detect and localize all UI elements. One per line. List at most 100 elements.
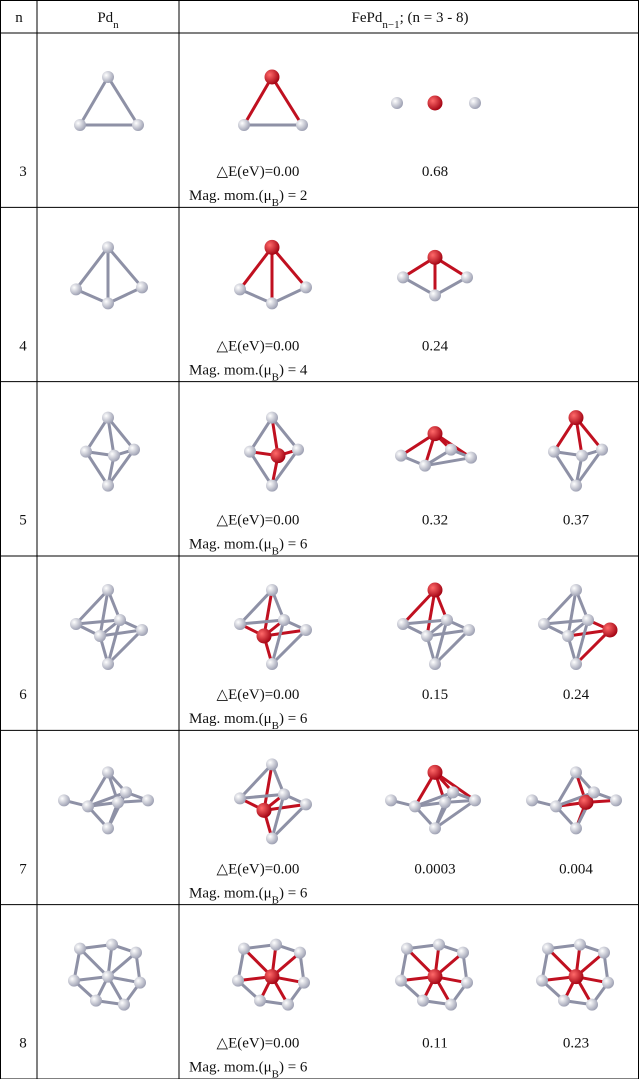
- row-n: 6: [19, 687, 27, 703]
- atom: [114, 614, 126, 626]
- atom: [439, 796, 451, 808]
- molecule: [74, 71, 144, 131]
- atom: [428, 250, 443, 265]
- atom: [271, 448, 286, 463]
- magnetic-moment: Mag. mom.(μB) = 6: [189, 711, 308, 732]
- atom: [136, 624, 148, 636]
- atom: [463, 624, 475, 636]
- bond: [80, 77, 108, 125]
- atom: [526, 794, 538, 806]
- atom: [238, 119, 250, 131]
- atom: [232, 975, 244, 987]
- molecule: [80, 412, 140, 492]
- energy: 0.32: [422, 513, 448, 529]
- molecule: [238, 70, 308, 132]
- atom: [603, 623, 618, 638]
- row-n: 3: [19, 164, 27, 180]
- atom: [395, 975, 407, 987]
- atom: [266, 412, 278, 424]
- molecule: [397, 583, 475, 671]
- energy: 0.15: [422, 687, 448, 703]
- atom: [102, 822, 114, 834]
- atom: [298, 977, 310, 989]
- atom: [562, 630, 574, 642]
- bond: [108, 247, 142, 287]
- atom: [550, 800, 562, 812]
- magnetic-moment: Mag. mom.(μB) = 2: [189, 188, 307, 209]
- text-part: Mag. mom.(μ: [189, 188, 272, 204]
- atom: [74, 119, 86, 131]
- atom: [433, 939, 445, 951]
- molecule: [538, 584, 618, 670]
- text-part: ) = 6: [279, 1060, 308, 1076]
- atom: [266, 832, 278, 844]
- atom: [429, 822, 441, 834]
- text-part: Mag. mom.(μ: [189, 711, 272, 727]
- energy: △E(eV)=0.00: [217, 861, 300, 877]
- atom: [270, 939, 282, 951]
- atom: [142, 794, 154, 806]
- atom: [130, 947, 142, 959]
- magnetic-moment: Mag. mom.(μB) = 6: [189, 537, 308, 558]
- atom: [397, 618, 409, 630]
- atom: [598, 947, 610, 959]
- atom: [292, 444, 304, 456]
- subscript: B: [272, 197, 279, 209]
- atom: [457, 947, 469, 959]
- atom: [300, 624, 312, 636]
- bond: [86, 418, 108, 452]
- text-part: Pd: [97, 10, 113, 26]
- atom: [266, 297, 278, 309]
- atom: [428, 583, 443, 598]
- bond: [250, 418, 272, 452]
- atom: [278, 788, 290, 800]
- atom: [266, 658, 278, 670]
- atom: [441, 614, 453, 626]
- molecule: [536, 939, 614, 1011]
- atom: [106, 939, 118, 951]
- row-n: 5: [19, 513, 27, 529]
- atom: [257, 803, 272, 818]
- atom: [266, 758, 278, 770]
- magnetic-moment: Mag. mom.(μB) = 6: [189, 1060, 308, 1079]
- energy: △E(eV)=0.00: [217, 1036, 300, 1052]
- atom: [70, 283, 82, 295]
- bond: [244, 77, 272, 125]
- atom: [536, 975, 548, 987]
- atom: [108, 450, 120, 462]
- row-n: 4: [19, 338, 27, 354]
- text-part: ) = 2: [279, 188, 307, 204]
- atom: [102, 766, 114, 778]
- subscript: B: [272, 1069, 279, 1079]
- atom: [397, 271, 409, 283]
- atom: [576, 450, 588, 462]
- atom: [447, 786, 459, 798]
- atom: [80, 446, 92, 458]
- bond: [272, 77, 302, 125]
- molecule: [234, 240, 312, 310]
- atom: [417, 995, 429, 1007]
- atom: [419, 460, 431, 472]
- atom: [429, 289, 441, 301]
- text-part: Mag. mom.(μ: [189, 362, 272, 378]
- molecule: [58, 766, 154, 834]
- text-part: ) = 6: [279, 885, 308, 901]
- subscript: B: [272, 894, 279, 906]
- text-part: ; (n = 3 - 8): [400, 10, 469, 26]
- atom: [128, 444, 140, 456]
- atom: [582, 614, 594, 626]
- atom: [570, 822, 582, 834]
- header-n: n: [15, 10, 23, 26]
- atom: [265, 240, 280, 255]
- molecule: [70, 241, 148, 309]
- molecule: [232, 939, 310, 1011]
- atom: [102, 658, 114, 670]
- atom: [429, 658, 441, 670]
- atom: [558, 995, 570, 1007]
- atom: [282, 999, 294, 1011]
- atom: [234, 283, 246, 295]
- atom: [586, 999, 598, 1011]
- atom: [234, 792, 246, 804]
- atom: [469, 794, 481, 806]
- atom: [58, 794, 70, 806]
